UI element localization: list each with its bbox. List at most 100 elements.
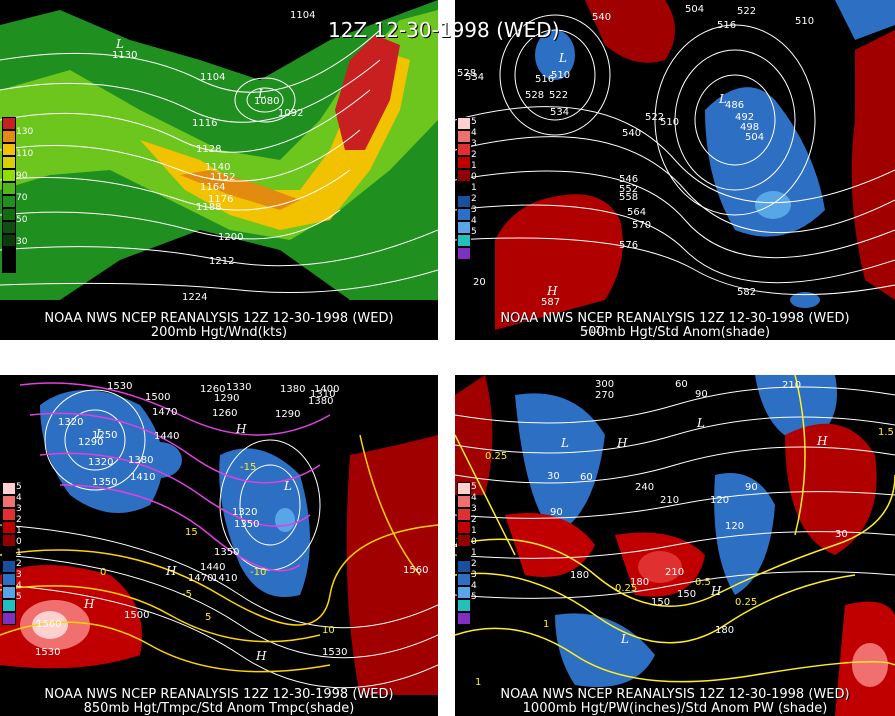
anomaly-negative [555,613,655,687]
contour-label: 582 [737,287,756,298]
contour-label: 150 [677,589,696,600]
contour-label: 1320 [88,457,113,468]
contour-label: 498 [740,122,759,133]
contour-label: 1290 [78,437,103,448]
temperature-contours [19,382,331,572]
contour-label: 576 [619,240,638,251]
contour-label: 546 [619,174,638,185]
contour-label: -120 [585,325,608,336]
panel-200mb-height-wind: 1104 1104 1080 1092 1116 1128 1140 1152 … [0,0,438,340]
panel-source-caption: NOAA NWS NCEP REANALYSIS 12Z 12-30-1998 … [44,687,394,702]
panel-product-caption: 200mb Hgt/Wnd(kts) [150,325,288,340]
contour-label: 552 [619,184,638,195]
contour-label: 504 [685,4,704,15]
contour-label: 564 [627,207,646,218]
anomaly-negative [790,292,820,308]
contour-label: 1200 [218,232,243,243]
contour-label: 528 [525,90,544,101]
high-marker: H [235,422,247,436]
panel-source-caption: NOAA NWS NCEP REANALYSIS 12Z 12-30-1998 … [500,311,850,326]
anomaly-positive [495,194,623,330]
high-marker: H [255,649,267,663]
pw-label: 1 [475,677,481,688]
contour-label: 1500 [145,392,170,403]
map-850mb: 1530 1500 1470 1260 1380 1400 1320 1290 … [0,375,438,716]
pw-contours [455,375,895,683]
contour-label: 1350 [214,547,239,558]
contour-label: 1380 [280,384,305,395]
temp-label: 5 [205,612,211,623]
contour-label: 210 [660,495,679,506]
contour-label: 20 [473,277,486,288]
contour-label: 90 [550,507,563,518]
pw-label: 1.5 [878,427,894,438]
contour-label: 60 [675,379,688,390]
contour-label: 90 [695,389,708,400]
panel-product-caption: 1000mb Hgt/PW(inches)/Std Anom PW (shade… [522,701,828,716]
panel-850mb-height-temp-anomaly: 1530 1500 1470 1260 1380 1400 1320 1290 … [0,375,438,716]
anomaly-negative [705,87,825,237]
contour-label: 1320 [58,417,83,428]
anomaly-positive [455,375,493,495]
contour-label: 1212 [209,256,234,267]
contour-label: 1128 [196,144,221,155]
colorbar-wind [2,117,16,273]
contour-label: 180 [570,570,589,581]
contour-label: 1410 [212,573,237,584]
contour-label: 1290 [214,393,239,404]
pw-label: 0.25 [615,583,637,594]
low-marker: L [558,51,567,65]
contour-label: 486 [725,100,744,111]
anomaly-negative [40,390,163,513]
colorbar-anomaly [457,482,471,625]
contour-label: 1250 [92,430,117,441]
low-marker: L [283,479,292,493]
contour-label: 1530 [35,647,60,658]
colorbar-anomaly [457,117,471,260]
low-value: 1130 [112,50,137,61]
pw-label: 0.25 [485,451,507,462]
page-title: 12Z 12-30-1998 (WED) [328,18,560,42]
contour-label: 1410 [130,472,155,483]
anomaly-negative [138,442,182,478]
contour-label: 1188 [196,202,221,213]
contour-label: 120 [725,521,744,532]
height-contours [455,386,895,599]
colorbar-anomaly [2,482,16,625]
contour-label: 1560 [36,619,61,630]
contour-label: 1260 [212,408,237,419]
low-marker: L [257,87,266,101]
high-marker: H [816,434,828,448]
temperature-contours-warm [0,434,438,673]
contour-label: 1380 [308,396,333,407]
anomaly-negative [535,30,575,80]
contour-label: 1140 [205,162,230,173]
temp-label: -5 [182,589,192,600]
contour-label: 558 [619,192,638,203]
temp-label: 0 [100,567,106,578]
contour-label: 1350 [234,519,259,530]
contour-label: 522 [645,112,664,123]
contour-label: 1164 [200,182,225,193]
panel-500mb-height-anomaly: 540 504 516 522 510 528 534 516 528 522 … [455,0,895,340]
high-marker: H [616,436,628,450]
contour-label: 1310 [310,389,335,400]
anomaly-negative-core [755,191,791,219]
contour-label: 1530 [107,381,132,392]
temp-label: 15 [185,527,198,538]
anomaly-positive [505,513,595,577]
anomaly-positive [346,435,438,695]
contour-label: 510 [660,117,679,128]
contour-label: 1116 [192,118,217,129]
temp-label: -15 [240,462,256,473]
contour-label: 1470 [188,573,213,584]
anomaly-negative [714,473,775,595]
contour-label: 1440 [200,562,225,573]
anomaly-negative [835,0,895,40]
contour-label: 180 [715,625,734,636]
contour-label: 540 [592,12,611,23]
map-200mb: 1104 1104 1080 1092 1116 1128 1140 1152 … [0,0,438,340]
contour-label: 120 [710,495,729,506]
contour-label: 1104 [290,10,315,21]
